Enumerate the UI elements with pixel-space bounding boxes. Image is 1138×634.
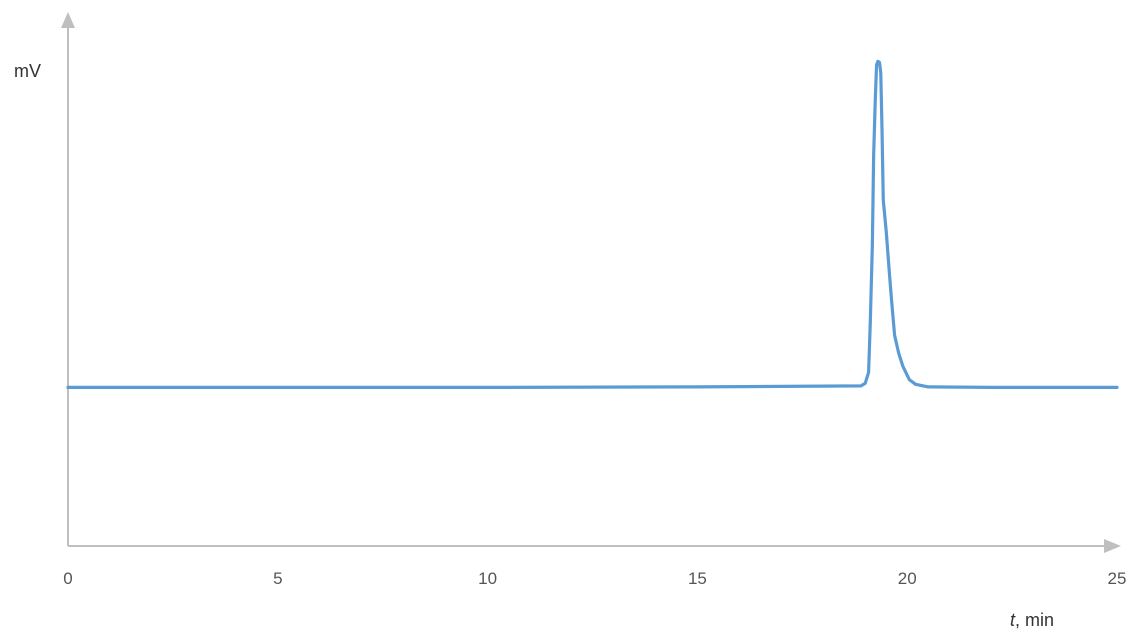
x-tick-label: 0 bbox=[63, 569, 72, 588]
x-axis-label: t, min bbox=[1010, 610, 1054, 630]
x-tick-label: 25 bbox=[1108, 569, 1127, 588]
series-line bbox=[66, 59, 1119, 389]
x-tick-label: 15 bbox=[688, 569, 707, 588]
x-tick-label: 20 bbox=[898, 569, 917, 588]
x-axis-label-unit: , min bbox=[1015, 610, 1054, 630]
x-tick-labels: 0 5 10 15 20 25 bbox=[63, 569, 1126, 588]
x-axis-label-variable: t bbox=[1010, 610, 1016, 630]
y-axis-arrow bbox=[61, 12, 75, 28]
x-tick-label: 10 bbox=[478, 569, 497, 588]
x-tick-label: 5 bbox=[273, 569, 282, 588]
y-axis-label: mV bbox=[14, 61, 41, 81]
x-axis-arrow bbox=[1104, 539, 1121, 553]
